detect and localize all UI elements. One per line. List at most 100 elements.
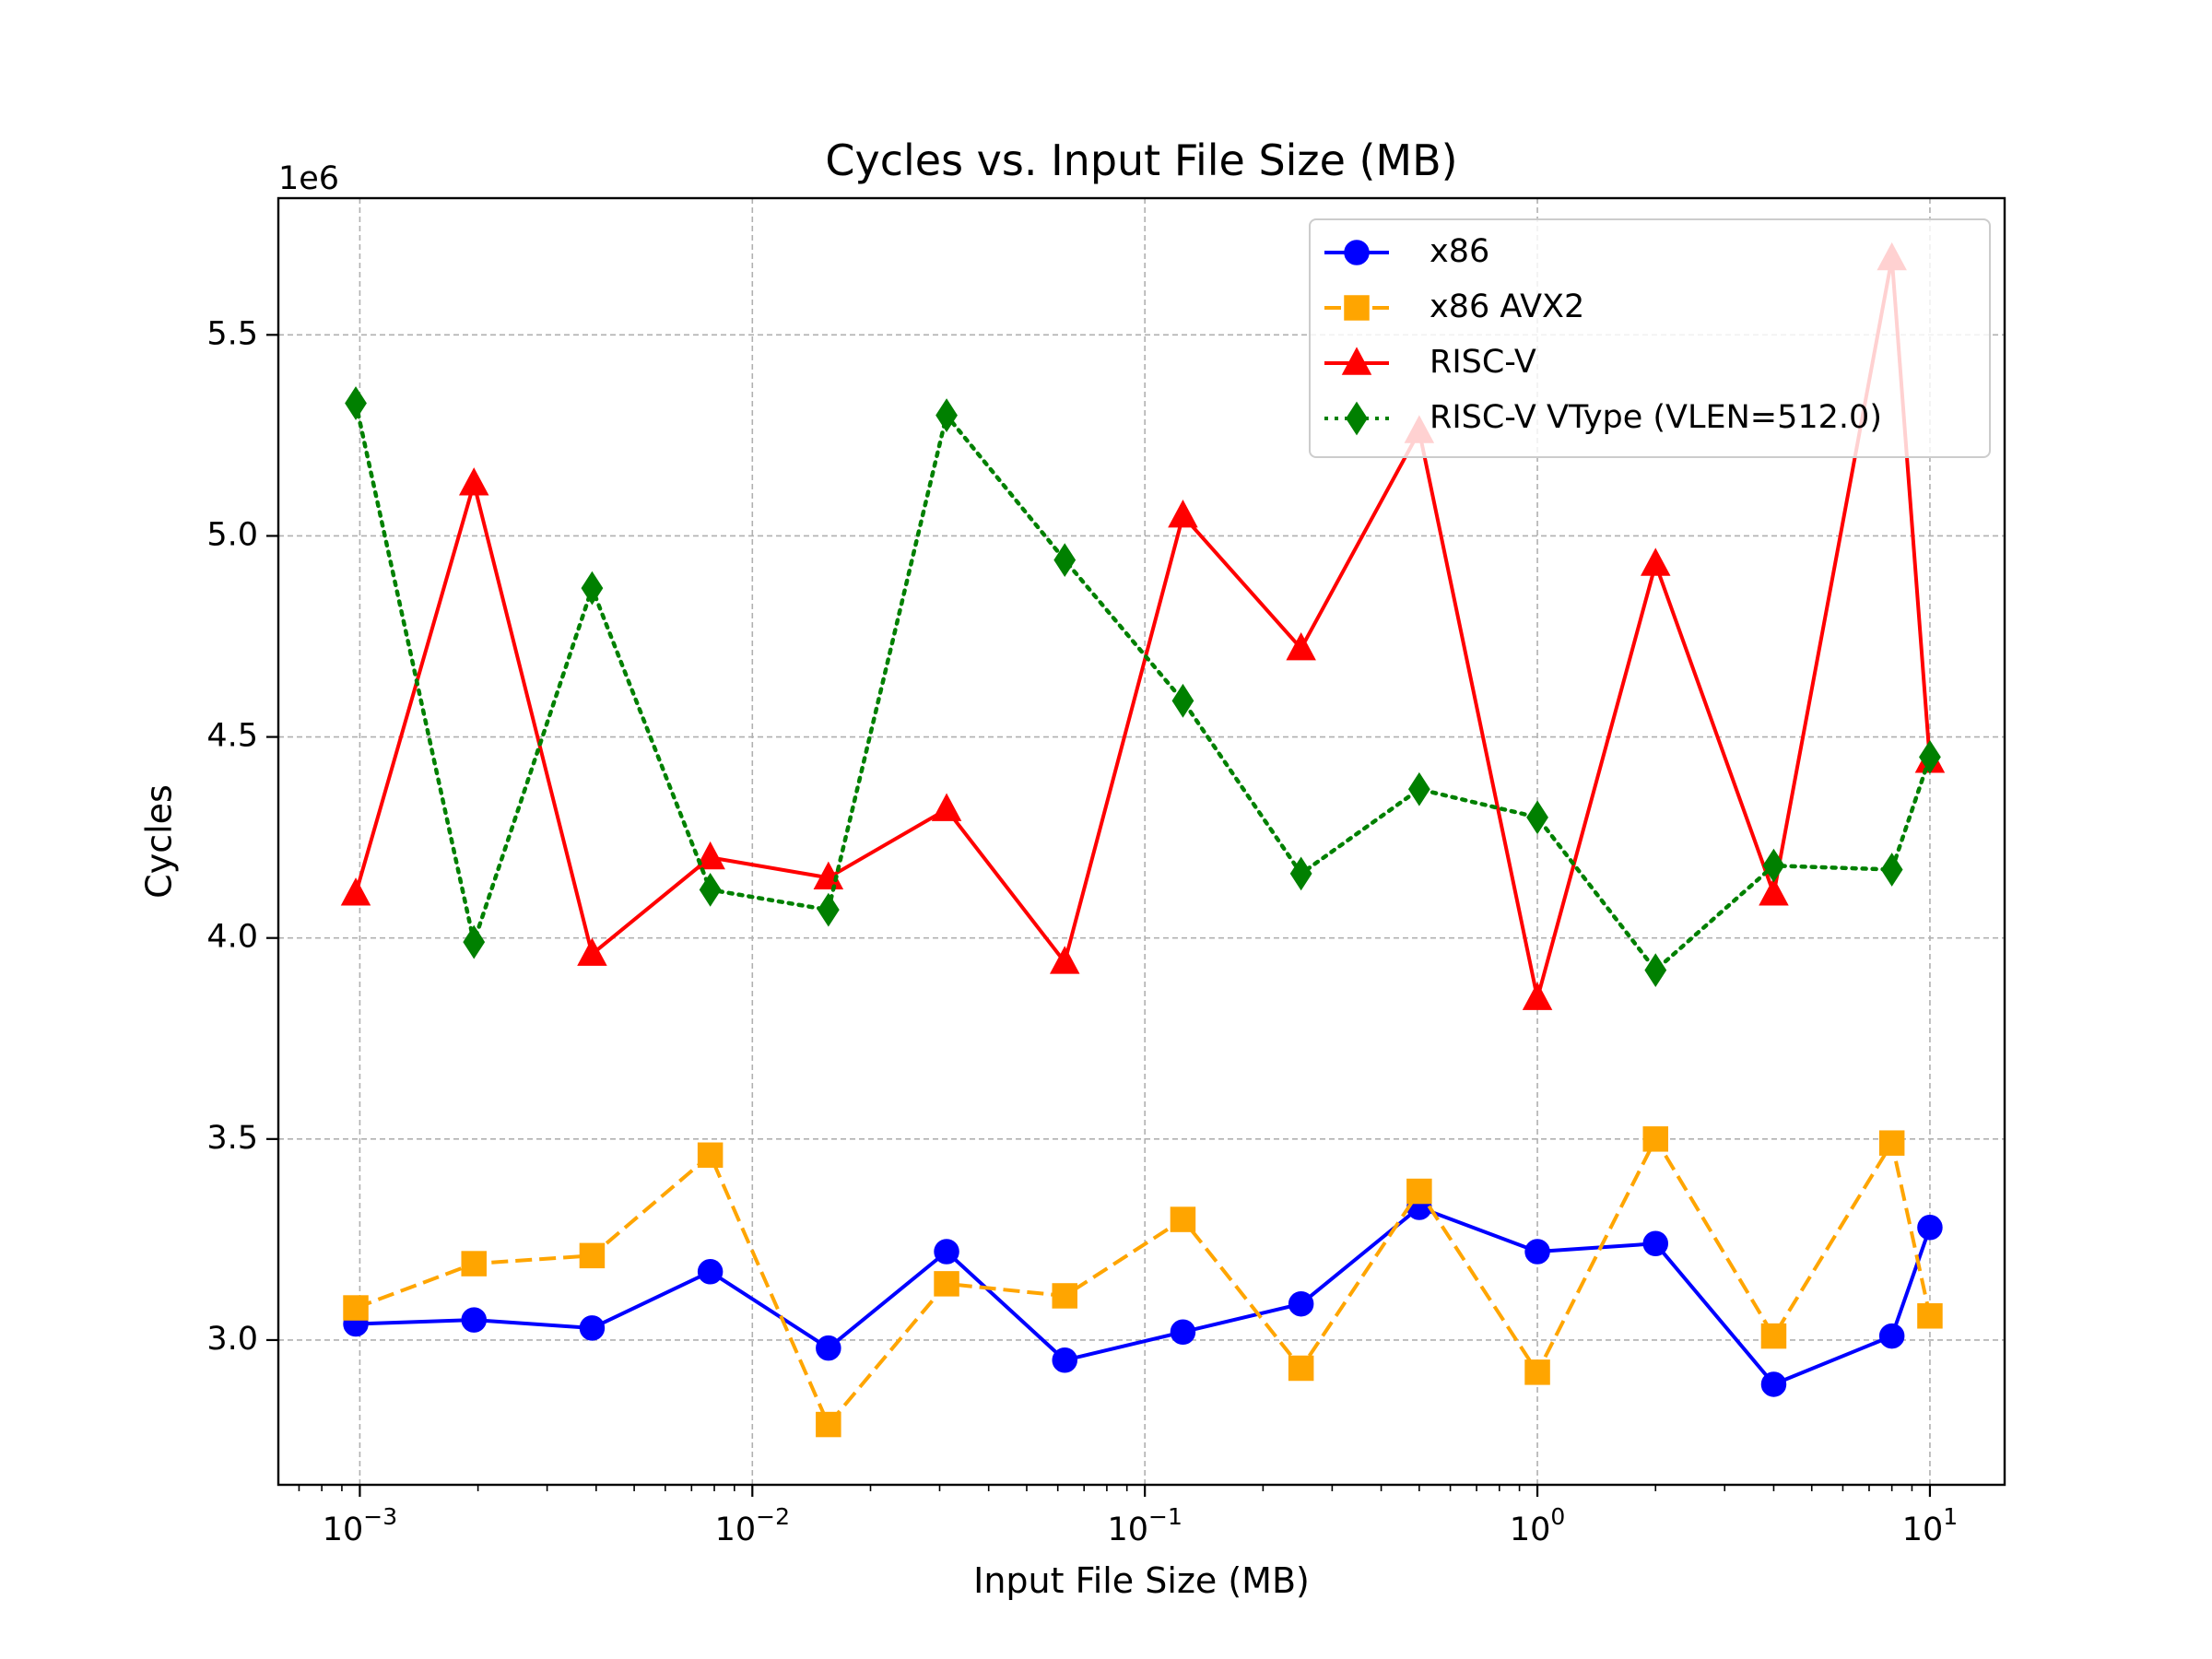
- data-point: [697, 1142, 724, 1169]
- data-point: [1526, 800, 1548, 835]
- series-line: [353, 401, 1933, 972]
- data-point: [935, 398, 958, 432]
- data-point: [1286, 632, 1316, 661]
- legend-box: [1309, 218, 1991, 458]
- x-tick-exponent: −2: [756, 1503, 790, 1530]
- y-tick-label: 5.5: [206, 315, 258, 352]
- legend-marker: [1344, 240, 1370, 265]
- legend-item: RISC-V VType (VLEN=512.0): [1324, 399, 1882, 436]
- data-point: [1759, 877, 1789, 906]
- x-tick-exponent: −3: [363, 1503, 397, 1530]
- x-axis-label: Input File Size (MB): [973, 1560, 1310, 1601]
- legend-label: x86: [1430, 233, 1489, 270]
- data-point: [1407, 771, 1430, 806]
- data-point: [697, 1259, 724, 1285]
- legend-label: x86 AVX2: [1430, 288, 1584, 325]
- data-point: [931, 793, 962, 821]
- data-point: [1760, 1323, 1787, 1349]
- data-point: [579, 1242, 606, 1269]
- x-tick-label: 100: [1510, 1503, 1565, 1548]
- x-tick-exponent: 1: [1943, 1503, 1958, 1530]
- data-point: [581, 571, 604, 606]
- legend: x86 x86 AVX2 RISC-V RISC-V VType (VLEN=512.…: [1309, 218, 1991, 458]
- data-point: [1644, 953, 1667, 987]
- data-point: [1762, 848, 1785, 883]
- data-point: [1170, 1319, 1196, 1345]
- legend-marker: [1346, 401, 1368, 436]
- data-point: [816, 1411, 841, 1438]
- y-axis-label: Cycles: [139, 784, 180, 899]
- data-point: [1642, 1230, 1669, 1256]
- y-tick-label: 3.5: [206, 1120, 258, 1157]
- data-point: [934, 1271, 959, 1297]
- y-offset-label: 1e6: [278, 160, 339, 197]
- data-point: [1049, 946, 1080, 974]
- data-point: [1524, 1359, 1550, 1385]
- data-point: [1406, 1178, 1432, 1205]
- plot-frame: [276, 196, 2006, 1487]
- data-point: [340, 877, 371, 906]
- data-point: [1170, 1206, 1196, 1232]
- series-line: [355, 1136, 1932, 1427]
- y-tick-label: 4.0: [206, 919, 258, 956]
- data-point: [458, 467, 489, 496]
- data-point: [695, 841, 725, 870]
- data-point: [1917, 1303, 1943, 1329]
- data-point: [934, 1239, 959, 1265]
- series-layer: [340, 241, 1946, 1438]
- x-tick-label: 10−3: [323, 1503, 397, 1548]
- x-tick-base: 10: [1902, 1512, 1944, 1548]
- chart-title: Cycles vs. Input File Size (MB): [825, 135, 1457, 185]
- data-point: [345, 386, 367, 420]
- data-point: [1642, 1126, 1669, 1152]
- legend-item: x86: [1324, 233, 1489, 270]
- data-point: [1878, 1130, 1905, 1156]
- data-point: [1641, 547, 1671, 576]
- x-tick-base: 10: [1510, 1512, 1551, 1548]
- legend-item: x86 AVX2: [1324, 288, 1584, 325]
- data-point: [1917, 1215, 1943, 1241]
- data-point: [1168, 500, 1198, 528]
- data-point: [1288, 1290, 1314, 1317]
- series-x86: [343, 1194, 1943, 1397]
- data-point: [1052, 1283, 1077, 1309]
- data-point: [1053, 543, 1077, 578]
- y-tick-label: 4.5: [206, 718, 258, 755]
- data-point: [461, 1307, 487, 1333]
- ticks-layer: 3.03.54.04.55.05.510−3 10−2 10−1 100 101: [206, 315, 1958, 1548]
- data-point: [461, 1251, 487, 1277]
- data-point: [1288, 1355, 1314, 1382]
- data-point: [817, 892, 840, 927]
- x-tick-base: 10: [1107, 1512, 1148, 1548]
- x-tick-base: 10: [715, 1512, 757, 1548]
- data-point: [1522, 982, 1553, 1010]
- legend-marker: [1341, 347, 1372, 375]
- data-point: [1878, 1323, 1905, 1349]
- legend-item: RISC-V: [1324, 344, 1536, 381]
- y-tick-label: 5.0: [206, 516, 258, 553]
- x-tick-exponent: −1: [1148, 1503, 1182, 1530]
- series-x86-avx2: [343, 1126, 1943, 1438]
- data-point: [577, 937, 607, 966]
- series-line: [355, 1206, 1932, 1386]
- legend-label: RISC-V VType (VLEN=512.0): [1430, 399, 1882, 436]
- data-point: [816, 1335, 841, 1361]
- x-tick-label: 10−1: [1107, 1503, 1182, 1548]
- x-tick-label: 101: [1902, 1503, 1958, 1548]
- y-tick-label: 3.0: [206, 1321, 258, 1358]
- data-point: [1880, 853, 1903, 887]
- data-point: [579, 1315, 606, 1341]
- data-point: [1524, 1239, 1550, 1265]
- data-point: [699, 872, 722, 907]
- legend-marker: [1344, 295, 1370, 321]
- x-tick-base: 10: [323, 1512, 364, 1548]
- data-point: [1171, 683, 1194, 718]
- legend-label: RISC-V: [1430, 344, 1536, 381]
- data-point: [1760, 1371, 1787, 1397]
- data-point: [1052, 1347, 1077, 1373]
- data-point: [343, 1295, 369, 1321]
- data-point: [463, 924, 486, 959]
- x-tick-label: 10−2: [715, 1503, 790, 1548]
- data-point: [1289, 856, 1312, 891]
